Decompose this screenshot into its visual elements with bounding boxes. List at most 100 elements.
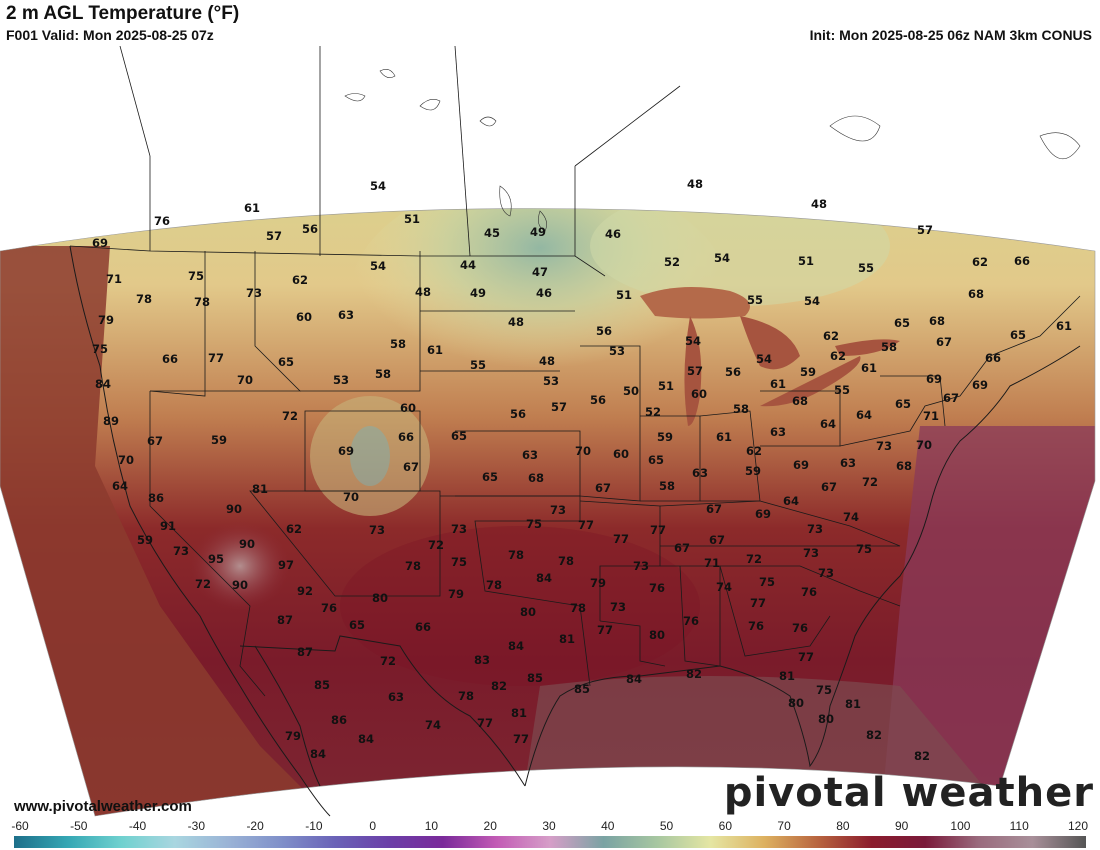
color-scale-tick: -50	[70, 819, 88, 833]
temperature-label: 49	[530, 225, 546, 239]
temperature-label: 49	[470, 286, 486, 300]
temperature-label: 64	[112, 479, 128, 493]
temperature-label: 68	[792, 394, 808, 408]
temperature-label: 52	[645, 405, 661, 419]
temperature-label: 78	[558, 554, 574, 568]
temperature-label: 58	[375, 367, 391, 381]
temperature-label: 48	[508, 315, 524, 329]
temperature-label: 51	[404, 212, 420, 226]
temperature-label: 51	[798, 254, 814, 268]
temperature-label: 54	[370, 179, 386, 193]
state-borders	[69, 46, 1081, 697]
color-scale-tick: 120	[1067, 819, 1089, 833]
map-title: 2 m AGL Temperature (°F)	[6, 3, 240, 24]
temperature-label: 61	[770, 377, 786, 391]
temperature-label: 82	[686, 667, 702, 681]
temperature-label: 77	[650, 523, 666, 537]
temperature-label: 78	[486, 578, 502, 592]
temperature-label: 74	[425, 718, 441, 732]
temperature-label: 54	[685, 334, 701, 348]
temperature-label: 75	[92, 342, 108, 356]
temperature-label: 72	[282, 409, 298, 423]
temperature-label: 74	[716, 580, 732, 594]
temperature-label: 69	[972, 378, 988, 392]
color-scale-tick: 10	[424, 819, 439, 833]
temperature-label: 58	[881, 340, 897, 354]
temperature-label: 63	[692, 466, 708, 480]
temperature-label: 76	[321, 601, 337, 615]
temperature-label: 78	[458, 689, 474, 703]
color-scale-bar	[14, 836, 1086, 848]
temperature-label: 77	[798, 650, 814, 664]
temperature-label: 82	[866, 728, 882, 742]
temperature-label: 69	[92, 236, 108, 250]
temperature-label: 78	[405, 559, 421, 573]
temperature-label: 77	[477, 716, 493, 730]
temperature-label: 65	[894, 316, 910, 330]
temperature-label: 58	[659, 479, 675, 493]
temperature-label: 62	[972, 255, 988, 269]
temperature-label: 57	[551, 400, 567, 414]
temperature-label: 66	[1014, 254, 1030, 268]
temperature-label: 63	[388, 690, 404, 704]
temperature-label: 58	[733, 402, 749, 416]
temperature-label: 70	[118, 453, 134, 467]
temperature-label: 85	[314, 678, 330, 692]
color-scale-tick: -60	[11, 819, 29, 833]
temperature-label: 68	[968, 287, 984, 301]
temperature-label: 71	[106, 272, 122, 286]
temperature-label: 45	[484, 226, 500, 240]
brand-logo: pivotal weather	[723, 770, 1094, 816]
temperature-label: 73	[633, 559, 649, 573]
temperature-label: 60	[400, 401, 416, 415]
temperature-label: 48	[687, 177, 703, 191]
temperature-label: 77	[513, 732, 529, 746]
temperature-label: 81	[511, 706, 527, 720]
temperature-label: 72	[380, 654, 396, 668]
temperature-label: 65	[482, 470, 498, 484]
temperature-label: 60	[691, 387, 707, 401]
temperature-label: 70	[916, 438, 932, 452]
temperature-label: 44	[460, 258, 476, 272]
color-scale: -60 -50 -40 -30 -20 -10 0 10 20 30 40 50 60 70 80 90 100…	[0, 818, 1100, 850]
temperature-label: 56	[510, 407, 526, 421]
color-scale-tick: 110	[1009, 819, 1029, 833]
temperature-label: 67	[943, 391, 959, 405]
temperature-label: 64	[856, 408, 872, 422]
temperature-label: 57	[917, 223, 933, 237]
temperature-label: 68	[929, 314, 945, 328]
color-scale-tick: 100	[950, 819, 971, 833]
temperature-label: 63	[522, 448, 538, 462]
color-scale-tick: 70	[777, 819, 791, 833]
temperature-label: 60	[296, 310, 312, 324]
temperature-label: 81	[559, 632, 575, 646]
temperature-map[interactable]: 54 48 76 61 57 56 51 45 49 46 48 57 69 54 44 47 52 54 51 55…	[0, 46, 1100, 820]
temperature-label: 73	[369, 523, 385, 537]
color-scale-ticks: -60 -50 -40 -30 -20 -10 0 10 20 30 40 50 60 70 80 90 100…	[0, 818, 1100, 834]
temperature-label: 72	[862, 475, 878, 489]
temperature-label: 91	[160, 519, 176, 533]
temperature-label: 59	[657, 430, 673, 444]
temperature-label: 89	[103, 414, 119, 428]
domain-outline	[0, 208, 1096, 817]
temperature-label: 59	[137, 533, 153, 547]
temperature-label: 72	[746, 552, 762, 566]
temperature-label: 59	[800, 365, 816, 379]
temperature-label: 56	[725, 365, 741, 379]
temperature-label: 59	[211, 433, 227, 447]
temperature-label: 79	[285, 729, 301, 743]
website-link[interactable]: www.pivotalweather.com	[14, 798, 192, 815]
temperature-label: 48	[415, 285, 431, 299]
temperature-label: 76	[649, 581, 665, 595]
temperature-label: 73	[550, 503, 566, 517]
temperature-label: 68	[528, 471, 544, 485]
temperature-label: 67	[936, 335, 952, 349]
temperature-label: 73	[818, 566, 834, 580]
temperature-label: 53	[333, 373, 349, 387]
temperature-label: 77	[578, 518, 594, 532]
color-scale-tick: 40	[601, 819, 615, 833]
map-header: 2 m AGL Temperature (°F) F001 Valid: Mon…	[0, 0, 1100, 46]
temperature-label: 97	[278, 558, 294, 572]
temperature-label: 56	[590, 393, 606, 407]
temperature-label: 64	[783, 494, 799, 508]
